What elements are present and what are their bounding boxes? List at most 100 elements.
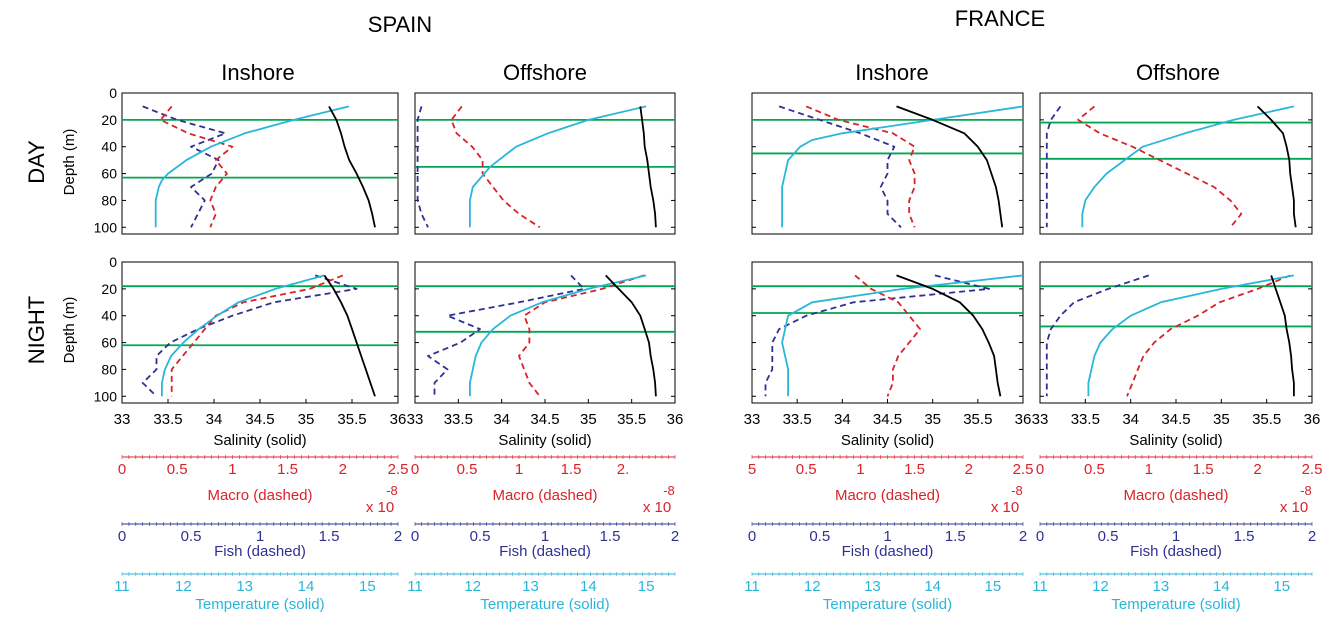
temperature-tick-label: 11	[1032, 578, 1048, 595]
depth-tick-label: 60	[101, 166, 117, 182]
salinity-tick-label: 33.5	[1071, 411, 1100, 428]
macro-profile-line	[805, 105, 916, 228]
salinity-axis-label: Salinity (solid)	[498, 432, 591, 449]
panel-spain-offshore-night	[414, 261, 676, 404]
macro-tick-label: 2.5	[1013, 461, 1034, 478]
macro-tick-label: 1	[228, 461, 236, 478]
temperature-tick-label: 13	[236, 578, 253, 595]
salinity-tick-label: 33	[744, 411, 761, 428]
salinity-tick-label: 34.5	[245, 411, 274, 428]
salinity-tick-label: 35	[580, 411, 597, 428]
fish-tick-label: 1.5	[945, 528, 966, 545]
panel-frame	[414, 92, 676, 235]
macro-axis-col-1: 0 0.5 1 1.5 2. Macro (dashed) x 10-8	[411, 455, 676, 516]
macro-multiplier: x 10	[643, 499, 671, 516]
depth-tick-label: 20	[101, 112, 117, 128]
macro-tick-label: 0.5	[1084, 461, 1105, 478]
salinity-tick-label: 35	[1213, 411, 1230, 428]
depth-tick-label: 40	[101, 308, 117, 324]
depth-tick-label: 100	[94, 219, 118, 235]
salinity-tick-label: 35.5	[617, 411, 646, 428]
salinity-tick-label: 35	[298, 411, 315, 428]
macro-tick-label: 0	[411, 461, 419, 478]
temperature-tick-label: 11	[407, 578, 423, 595]
temperature-profile-line	[154, 105, 350, 228]
salinity-profile-line	[328, 105, 376, 228]
macro-profile-line	[518, 274, 645, 397]
temperature-tick-label: 13	[864, 578, 881, 595]
macro-tick-label: 1.5	[277, 461, 298, 478]
row-title-day: DAY	[24, 140, 49, 184]
salinity-profile-line	[896, 274, 1002, 397]
depth-tick-label: 20	[101, 281, 117, 297]
salinity-tick-label: 36	[390, 411, 407, 428]
temperature-tick-label: 13	[1153, 578, 1170, 595]
fish-tick-label: 2	[671, 528, 679, 545]
macro-tick-label: 2.	[617, 461, 630, 478]
macro-tick-label: 2.5	[388, 461, 409, 478]
salinity-tick-label: 33.5	[153, 411, 182, 428]
depth-tick-label: 0	[109, 85, 117, 101]
profile-panels: 0 20 40 60 80 100 0 20 40 60 80 100	[94, 85, 1313, 404]
salinity-tick-label: 33	[114, 411, 131, 428]
temperature-tick-label: 14	[580, 578, 597, 595]
macro-tick-label: 2	[1253, 461, 1261, 478]
salinity-tick-label: 34	[206, 411, 223, 428]
macro-axis-label: Macro (dashed)	[835, 487, 940, 504]
temperature-tick-label: 15	[1273, 578, 1290, 595]
macro-tick-label: 0.5	[457, 461, 478, 478]
depth-tick-label: 40	[101, 139, 117, 155]
temperature-profile-line	[1081, 105, 1295, 228]
salinity-profile-line	[323, 274, 376, 397]
bottom-axes: 33 33.5 34 34.5 35 35.5 36 Salinity (solid) 0 0.5…	[114, 399, 1322, 613]
row-title-night: NIGHT	[24, 296, 49, 364]
macro-tick-label: 5	[748, 461, 756, 478]
fish-tick-label: 1.5	[319, 528, 340, 545]
temperature-profile-line	[468, 274, 647, 397]
macro-axis-col-2: 5 0.5 1 1.5 2 2.5 Macro (dashed) x 10-8	[748, 455, 1034, 516]
salinity-tick-label: 35.5	[963, 411, 992, 428]
temperature-tick-label: 11	[114, 578, 130, 595]
macro-tick-label: 0.5	[796, 461, 817, 478]
salinity-tick-label: 36	[1304, 411, 1321, 428]
macro-exponent: -8	[386, 483, 398, 498]
temperature-axis-col-2: 11 12 13 14 15 Temperature (solid)	[744, 572, 1024, 613]
fish-tick-label: 0	[1036, 528, 1044, 545]
macro-axis-label: Macro (dashed)	[207, 487, 312, 504]
fish-tick-label: 2	[1308, 528, 1316, 545]
fish-tick-label: 0.5	[809, 528, 830, 545]
column-title-spain-inshore: Inshore	[221, 60, 294, 85]
panel-spain-inshore-night: 0 20 40 60 80 100	[94, 254, 399, 404]
country-title-spain: SPAIN	[368, 12, 432, 37]
fish-tick-label: 0	[748, 528, 756, 545]
depth-tick-label: 80	[101, 361, 117, 377]
temperature-axis-col-0: 11 12 13 14 15 Temperature (solid)	[114, 572, 399, 613]
macro-exponent: -8	[663, 483, 675, 498]
fish-tick-label: 0.5	[1098, 528, 1119, 545]
fish-axis-col-2: 0 0.5 1 1.5 2 Fish (dashed)	[748, 522, 1027, 560]
fish-tick-label: 0	[411, 528, 419, 545]
salinity-tick-label: 33.5	[783, 411, 812, 428]
macro-tick-label: 1	[515, 461, 523, 478]
salinity-tick-label: 36	[667, 411, 684, 428]
macro-multiplier: x 10	[1280, 499, 1308, 516]
panel-frame	[121, 261, 399, 404]
salinity-profile-line	[1270, 275, 1295, 397]
temperature-tick-label: 11	[744, 578, 760, 595]
salinity-tick-label: 34.5	[530, 411, 559, 428]
fish-tick-label: 0.5	[181, 528, 202, 545]
temperature-tick-label: 12	[804, 578, 821, 595]
salinity-tick-label: 33	[1032, 411, 1049, 428]
fish-tick-label: 1	[1172, 528, 1180, 545]
macro-profile-line	[1126, 274, 1291, 397]
temperature-axis-label: Temperature (solid)	[823, 596, 952, 613]
salinity-axis-col-0: 33 33.5 34 34.5 35 35.5 36 Salinity (solid)	[114, 399, 407, 449]
salinity-axis-col-1: 33 33.5 34 34.5 35 35.5 36 Salinity (solid)	[407, 399, 684, 449]
fish-axis-label: Fish (dashed)	[1130, 543, 1222, 560]
panel-frame	[1039, 92, 1313, 235]
macro-profile-line	[854, 274, 921, 397]
column-title-spain-offshore: Offshore	[503, 60, 587, 85]
salinity-tick-label: 33	[407, 411, 424, 428]
temperature-tick-label: 13	[522, 578, 539, 595]
macro-multiplier: x 10	[991, 499, 1019, 516]
